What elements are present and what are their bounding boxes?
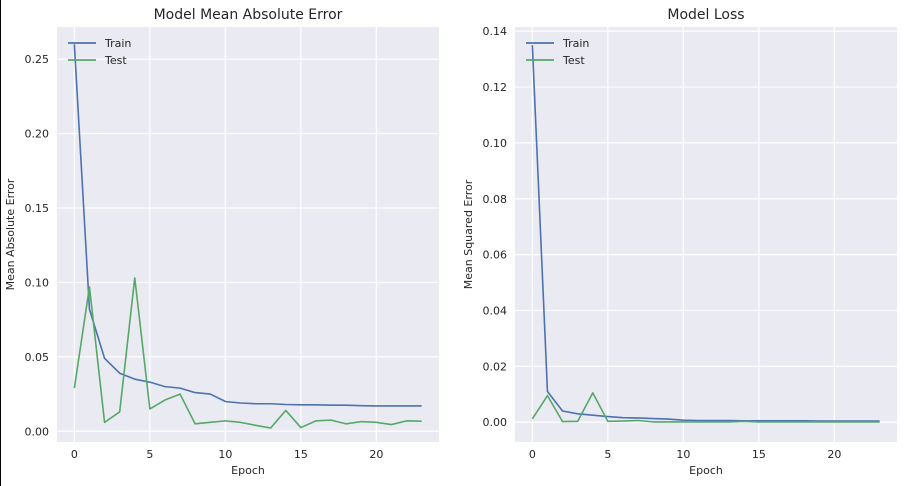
chart-1-plot-area [515, 27, 897, 442]
chart-1-y-tick-label: 0.14 [483, 25, 508, 38]
chart-0-x-tick-label: 0 [71, 448, 78, 461]
chart-1-legend-label-test: Test [562, 54, 585, 67]
chart-0-title: Model Mean Absolute Error [154, 7, 343, 23]
chart-1-x-tick-label: 0 [529, 448, 536, 461]
chart-1-y-tick-label: 0.12 [483, 81, 508, 94]
chart-1-series-train-line [531, 45, 880, 422]
chart-0-x-tick-label: 10 [218, 448, 232, 461]
chart-1-y-tick-label: 0.00 [483, 416, 508, 429]
chart-0-series-train-line [73, 44, 422, 407]
chart-1-y-tick-label: 0.06 [483, 249, 508, 262]
chart-0-x-tick-label: 20 [369, 448, 383, 461]
chart-1-y-tick-label: 0.02 [483, 360, 508, 373]
chart-1-y-tick-label: 0.10 [483, 137, 508, 150]
chart-0-legend-label-test: Test [104, 54, 127, 67]
chart-1-x-tick-label: 15 [752, 448, 766, 461]
chart-0-series-test-line [73, 277, 422, 429]
chart-1-title: Model Loss [667, 7, 744, 23]
chart-0-y-tick-label: 0.00 [25, 425, 50, 438]
chart-0-x-axis-label: Epoch [231, 464, 265, 477]
chart-0-y-tick-label: 0.25 [25, 53, 50, 66]
mae-chart: 0 5 10 15 20 0.00 0.05 0.10 0.15 0.20 0.25 Model Me… [4, 7, 439, 477]
chart-1-x-tick-label: 5 [604, 448, 611, 461]
loss-chart: 0 5 10 15 20 0.00 0.02 0.04 0.06 0.08 0.10 0.12 0.14… [462, 7, 897, 477]
chart-0-legend-label-train: Train [104, 37, 131, 50]
chart-0-y-axis-label: Mean Absolute Error [4, 178, 17, 290]
chart-0-y-tick-label: 0.10 [25, 276, 50, 289]
window-edge [0, 0, 1, 486]
chart-1-x-axis-label: Epoch [689, 464, 723, 477]
chart-1-y-axis-label: Mean Squared Error [462, 179, 475, 289]
chart-0-x-tick-label: 5 [146, 448, 153, 461]
chart-1-y-tick-label: 0.08 [483, 193, 508, 206]
chart-1-y-tick-label: 0.04 [483, 304, 508, 317]
chart-1-series-test-line [531, 392, 880, 423]
chart-0-plot-area [57, 27, 439, 442]
chart-1-legend-label-train: Train [562, 37, 589, 50]
chart-0-x-tick-label: 15 [294, 448, 308, 461]
chart-1-x-tick-label: 20 [827, 448, 841, 461]
chart-1-x-tick-label: 10 [676, 448, 690, 461]
chart-0-y-tick-label: 0.15 [25, 202, 50, 215]
chart-0-y-tick-label: 0.20 [25, 128, 50, 141]
chart-0-y-tick-label: 0.05 [25, 351, 50, 364]
